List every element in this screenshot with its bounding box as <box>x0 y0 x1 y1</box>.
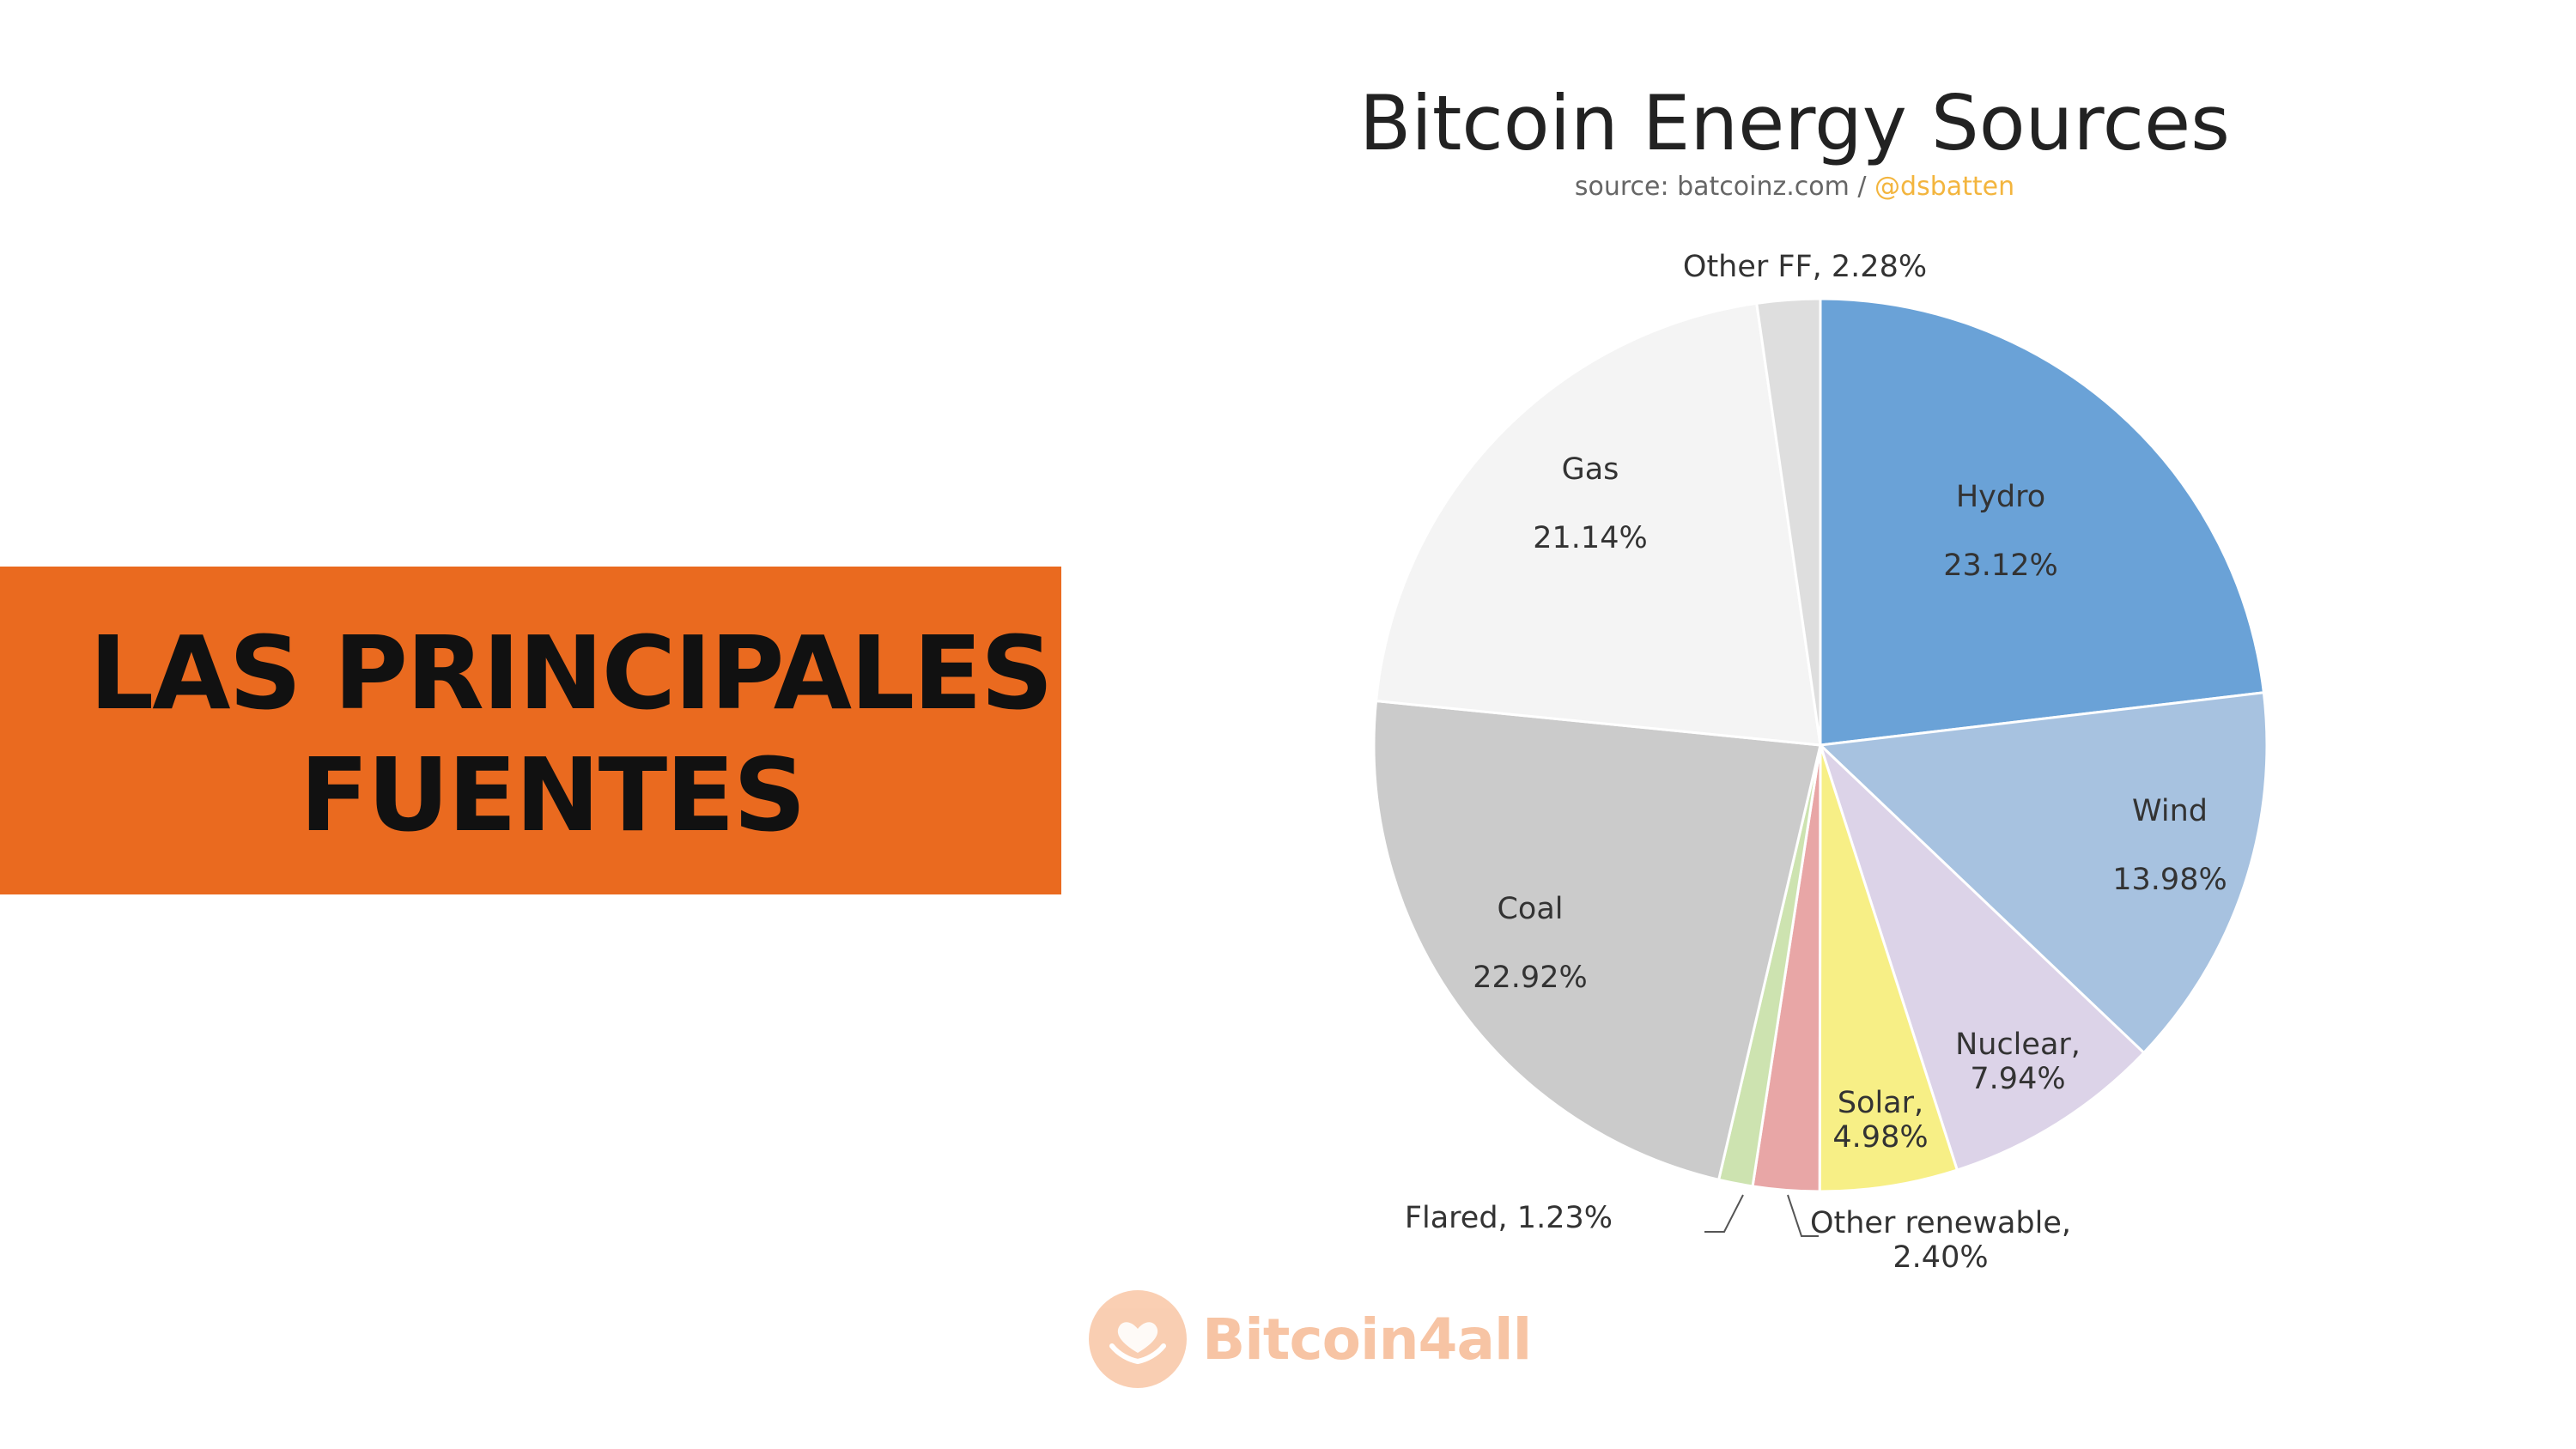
slice-value-nuclear: 7.94% <box>1970 1062 2065 1096</box>
slice-label-other-renewable: Other renewable, <box>1810 1206 2071 1240</box>
pie-slice-hydro <box>1819 297 2266 747</box>
slice-value-wind: 13.98% <box>2112 863 2227 897</box>
title-banner: LAS PRINCIPALES FUENTES <box>0 567 1061 894</box>
slice-value-other-renewable: 2.40% <box>1893 1240 1988 1275</box>
brand-logo-text: Bitcoin4all <box>1202 1306 1532 1373</box>
pie-slice-solar <box>1818 744 1959 1193</box>
pie-slice-other-ff-2-28 <box>1755 297 1822 746</box>
leader-line-flared <box>1704 1194 1744 1233</box>
slice-label-coal: Coal <box>1497 892 1563 926</box>
pie-slice-wind <box>1817 691 2269 1055</box>
banner-title-line-1: LAS PRINCIPALES <box>89 614 1054 732</box>
brand-logo: Bitcoin4all <box>1089 1288 1532 1391</box>
slice-label-solar: Solar, <box>1838 1086 1923 1120</box>
chart-title: Bitcoin Energy Sources <box>1359 79 2230 167</box>
banner-title-line-2: FUENTES <box>300 736 806 854</box>
hands-heart-icon <box>1089 1290 1187 1388</box>
slice-label-flared-1-23: Flared, 1.23% <box>1405 1201 1613 1235</box>
slice-label-other-ff-2-28: Other FF, 2.28% <box>1683 250 1927 284</box>
chart-source-handle: @dsbatten <box>1874 172 2015 202</box>
pie-slice-coal <box>1372 699 1822 1182</box>
slice-value-solar: 4.98% <box>1832 1120 1928 1155</box>
slice-label-nuclear: Nuclear, <box>1955 1028 2081 1062</box>
chart-subtitle: source: batcoinz.com / @dsbatten <box>1202 172 2387 202</box>
leader-line-other-renewable <box>1787 1194 1819 1237</box>
slice-value-hydro: 23.12% <box>1943 549 2057 583</box>
pie-slice-gas <box>1374 301 1822 747</box>
slice-value-gas: 21.14% <box>1533 521 1647 555</box>
slice-label-gas: Gas <box>1562 452 1619 487</box>
slice-label-hydro: Hydro <box>1956 480 2045 514</box>
chart-source: source: batcoinz.com / <box>1574 172 1875 202</box>
slice-label-wind: Wind <box>2132 794 2208 828</box>
pie-slice-nuclear <box>1819 743 2146 1172</box>
slice-value-coal: 22.92% <box>1473 961 1587 995</box>
